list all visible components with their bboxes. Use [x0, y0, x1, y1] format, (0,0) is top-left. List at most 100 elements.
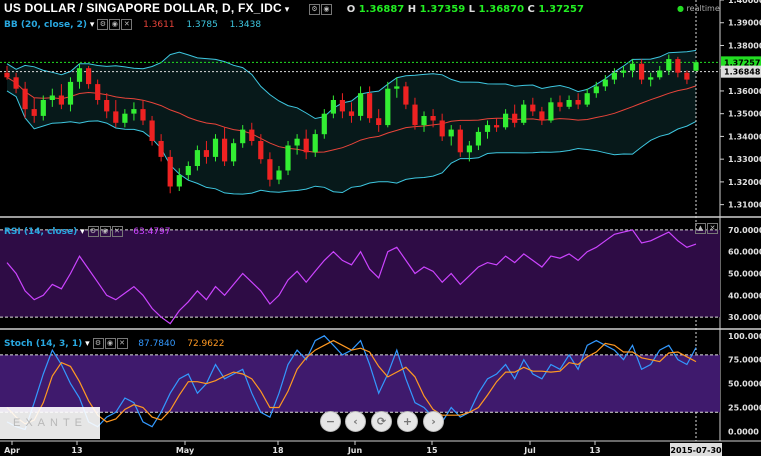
candle[interactable]: [303, 129, 309, 160]
candle[interactable]: [185, 161, 191, 180]
candle[interactable]: [31, 97, 37, 123]
candle[interactable]: [466, 140, 472, 162]
candle[interactable]: [267, 152, 273, 187]
candle[interactable]: [76, 63, 83, 89]
zoom-in-button[interactable]: +: [397, 411, 418, 432]
candle[interactable]: [394, 77, 400, 98]
candle[interactable]: [358, 86, 364, 121]
candle[interactable]: [503, 109, 509, 130]
candle[interactable]: [231, 138, 237, 166]
bb-dropdown-icon[interactable]: ▾: [89, 20, 95, 30]
candle[interactable]: [86, 65, 92, 89]
candle[interactable]: [67, 77, 74, 112]
candle[interactable]: [557, 95, 563, 112]
candle[interactable]: [512, 104, 518, 128]
candle[interactable]: [222, 127, 228, 166]
rsi-pane-up-icon[interactable]: ▲: [695, 223, 706, 234]
candle[interactable]: [258, 134, 264, 164]
candle[interactable]: [203, 140, 209, 164]
rsi-hide-icon[interactable]: ◉: [99, 226, 111, 237]
rsi-settings-icon[interactable]: ⚙: [87, 226, 99, 237]
candle[interactable]: [657, 65, 663, 80]
candle[interactable]: [49, 88, 55, 107]
symbol-title[interactable]: US DOLLAR / SINGAPORE DOLLAR, D, FX_IDC: [4, 1, 282, 15]
candle[interactable]: [4, 65, 10, 80]
candle[interactable]: [639, 59, 645, 85]
candle[interactable]: [675, 56, 681, 78]
candle[interactable]: [131, 102, 137, 121]
candle[interactable]: [521, 100, 527, 126]
candle[interactable]: [421, 111, 427, 132]
candle[interactable]: [240, 125, 246, 148]
candle[interactable]: [367, 86, 373, 123]
bb-hide-icon[interactable]: ◉: [109, 19, 121, 30]
rsi-dropdown-icon[interactable]: ▾: [80, 227, 85, 237]
candle[interactable]: [285, 140, 291, 176]
candle[interactable]: [385, 81, 391, 128]
candle[interactable]: [330, 95, 336, 119]
candle[interactable]: [457, 125, 463, 157]
zoom-out-button[interactable]: −: [320, 411, 341, 432]
rsi-label[interactable]: RSI (14, close): [4, 227, 78, 237]
scroll-forward-button[interactable]: ›: [423, 411, 444, 432]
candle[interactable]: [548, 97, 554, 123]
candle[interactable]: [167, 150, 173, 194]
candle[interactable]: [13, 72, 19, 94]
reset-button[interactable]: ⟳: [371, 411, 392, 432]
candle[interactable]: [602, 75, 608, 91]
stoch-close-icon[interactable]: ✕: [116, 338, 128, 349]
bb-close-icon[interactable]: ✕: [121, 19, 133, 30]
candle[interactable]: [212, 134, 219, 162]
candle[interactable]: [430, 109, 436, 128]
candle[interactable]: [176, 168, 182, 191]
candle[interactable]: [321, 109, 327, 139]
candle[interactable]: [113, 100, 119, 128]
stoch-hide-icon[interactable]: ◉: [104, 338, 116, 349]
candle[interactable]: [40, 95, 46, 121]
candle[interactable]: [158, 134, 164, 162]
candle[interactable]: [648, 72, 654, 87]
candle[interactable]: [439, 113, 445, 141]
bb-settings-icon[interactable]: ⚙: [97, 19, 109, 30]
candle[interactable]: [593, 81, 599, 98]
candle[interactable]: [22, 81, 28, 119]
candle[interactable]: [58, 84, 64, 110]
candle[interactable]: [611, 68, 617, 85]
candle[interactable]: [629, 59, 636, 78]
candle[interactable]: [684, 70, 690, 85]
candle[interactable]: [494, 118, 500, 132]
candle[interactable]: [249, 122, 255, 146]
candle[interactable]: [448, 125, 454, 146]
rsi-close-icon[interactable]: ✕: [111, 226, 123, 237]
stoch-dropdown-icon[interactable]: ▾: [85, 339, 90, 349]
bb-label[interactable]: BB (20, close, 2): [4, 20, 88, 30]
settings-icon[interactable]: ⚙: [308, 4, 320, 15]
hide-icon[interactable]: ◉: [320, 4, 332, 15]
candle[interactable]: [294, 134, 300, 155]
candle[interactable]: [122, 109, 128, 128]
candle[interactable]: [412, 97, 418, 130]
candle[interactable]: [140, 100, 146, 126]
candle[interactable]: [575, 93, 581, 110]
candle[interactable]: [584, 88, 590, 107]
candle[interactable]: [276, 165, 282, 185]
candle[interactable]: [620, 65, 627, 78]
scroll-back-button[interactable]: ‹: [345, 411, 366, 432]
candle[interactable]: [95, 79, 101, 105]
candle[interactable]: [194, 145, 200, 171]
candle[interactable]: [339, 93, 345, 119]
candle[interactable]: [348, 102, 355, 123]
stoch-label[interactable]: Stoch (14, 3, 1): [4, 339, 83, 349]
candle[interactable]: [693, 60, 699, 72]
candle[interactable]: [484, 120, 491, 139]
candle[interactable]: [312, 129, 318, 157]
rsi-pane-close-icon[interactable]: ✕: [707, 223, 718, 234]
candle[interactable]: [539, 106, 545, 126]
candle[interactable]: [376, 109, 382, 132]
candle[interactable]: [403, 81, 409, 110]
symbol-dropdown-icon[interactable]: ▾: [284, 5, 290, 15]
candle[interactable]: [475, 127, 481, 151]
candle[interactable]: [530, 97, 536, 116]
candle[interactable]: [149, 115, 155, 146]
